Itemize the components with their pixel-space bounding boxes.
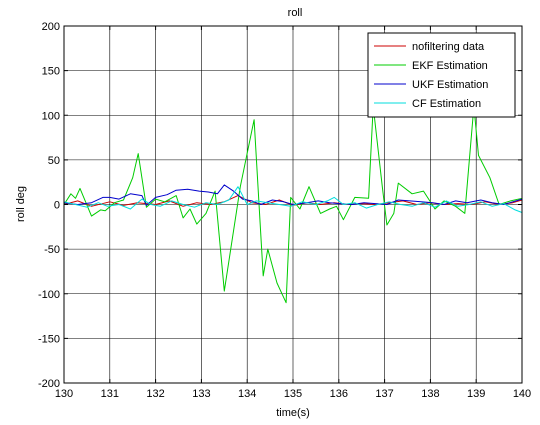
y-tick-label: -150 [38,333,60,345]
legend-label: CF Estimation [412,98,481,110]
y-tick-label: 150 [42,66,60,78]
y-tick-label: 200 [42,21,60,33]
axis-ticks: 130 131 132 133 134 135 136 137 138 139 140 200 150 1… [38,21,531,400]
y-axis-label: roll deg [15,186,27,222]
y-tick-label: 0 [54,200,60,212]
series-line-ukf-estimation [63,184,523,206]
x-tick-label: 139 [467,388,485,400]
legend-label: EKF Estimation [412,60,488,72]
y-tick-label: 50 [48,155,60,167]
x-tick-label: 138 [421,388,439,400]
chart-title: roll [288,7,303,19]
y-tick-label: 100 [42,110,60,122]
legend-label: nofiltering data [412,41,485,53]
legend-label: UKF Estimation [412,79,488,91]
series-line-ekf-estimation [63,105,523,304]
series-line-cf-estimation [63,186,523,213]
x-tick-label: 133 [192,388,210,400]
y-tick-label: -50 [44,244,60,256]
legend: nofiltering data EKF Estimation UKF Estima… [367,32,516,118]
x-tick-label: 136 [330,388,348,400]
x-tick-label: 140 [513,388,531,400]
x-tick-label: 130 [55,388,73,400]
x-tick-label: 132 [146,388,164,400]
series-lines [63,105,523,304]
y-tick-label: -100 [38,289,60,301]
x-tick-label: 137 [375,388,393,400]
x-tick-label: 134 [238,388,256,400]
x-axis-label: time(s) [276,407,310,419]
x-tick-label: 131 [101,388,119,400]
x-tick-label: 135 [284,388,302,400]
y-tick-label: -200 [38,378,60,390]
